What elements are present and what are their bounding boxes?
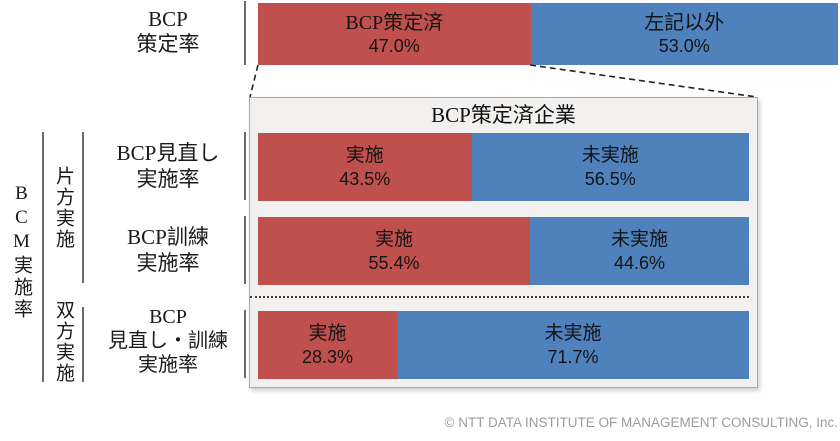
segment-value: 55.4% — [368, 253, 420, 273]
axis-line-bar-both — [244, 310, 246, 378]
panel-title: BCP策定済企業 — [431, 103, 576, 127]
segment-value: 53.0% — [658, 36, 710, 56]
dotted-section-divider — [250, 296, 749, 298]
segment-implemented: 実施 43.5% — [258, 133, 472, 201]
bcp-established-companies-panel: BCP策定済企業 実施 43.5% 未実施 56.5% 実施 55.4% 未実施… — [249, 97, 758, 388]
segment-label: 左記以外 — [644, 12, 725, 34]
funnel-line-right — [529, 64, 758, 98]
axis-line-bar-review — [244, 132, 246, 200]
left-axis-label-bcm-rate: BCM実施率 — [11, 183, 32, 321]
segment-bcp-established: BCP策定済 47.0% — [258, 3, 531, 65]
row-label-bcp-formulation-rate: BCP 策定率 — [98, 7, 238, 57]
section-label-both-sides: 双方実施 — [53, 300, 74, 384]
row-label-bcp-training-rate: BCP訓練 実施率 — [88, 224, 248, 276]
segment-label: 実施 — [374, 229, 413, 250]
row-label-line: BCP訓練 — [127, 225, 209, 249]
segment-not-implemented: 未実施 71.7% — [396, 311, 749, 379]
copyright-text: © NTT DATA INSTITUTE OF MANAGEMENT CONSU… — [444, 415, 838, 430]
axis-line-top-bar — [244, 1, 246, 65]
row-label-line: BCP見直し — [116, 141, 220, 165]
segment-label: BCP策定済 — [345, 12, 444, 34]
segment-label: 未実施 — [610, 229, 668, 250]
row-label-line: BCP — [148, 7, 188, 31]
row-label-line: BCP — [149, 306, 187, 328]
bar-bcp-review-rate: 実施 43.5% 未実施 56.5% — [258, 133, 749, 201]
separator-line-both-sides-group — [82, 307, 84, 382]
row-label-line: 見直し・訓練 — [108, 330, 228, 352]
segment-value: 43.5% — [339, 169, 391, 189]
section-label-one-side: 片方実施 — [53, 166, 74, 250]
row-label-bcp-review-and-training-rate: BCP 見直し・訓練 実施率 — [88, 305, 248, 377]
segment-label: 実施 — [345, 145, 384, 166]
segment-other-than-left: 左記以外 53.0% — [530, 3, 838, 65]
axis-line-bar-training — [244, 216, 246, 284]
segment-implemented: 実施 28.3% — [258, 311, 397, 379]
row-label-line: 実施率 — [136, 251, 200, 275]
separator-line-one-side-group — [82, 132, 84, 283]
segment-value: 56.5% — [584, 169, 636, 189]
segment-value: 47.0% — [368, 36, 420, 56]
segment-label: 実施 — [308, 323, 347, 344]
segment-implemented: 実施 55.4% — [258, 217, 530, 285]
bar-bcp-training-rate: 実施 55.4% 未実施 44.6% — [258, 217, 749, 285]
row-label-line: 実施率 — [138, 354, 198, 376]
segment-value: 71.7% — [547, 347, 599, 367]
segment-label: 未実施 — [581, 145, 639, 166]
segment-not-implemented: 未実施 56.5% — [471, 133, 749, 201]
bar-bcp-formulation-rate: BCP策定済 47.0% 左記以外 53.0% — [258, 3, 838, 65]
segment-value: 28.3% — [301, 347, 353, 367]
row-label-bcp-review-rate: BCP見直し 実施率 — [88, 140, 248, 192]
segment-value: 44.6% — [613, 253, 666, 273]
separator-line-bcm-group — [42, 132, 44, 382]
row-label-line: 策定率 — [136, 32, 200, 56]
funnel-line-left — [249, 64, 259, 98]
bar-bcp-review-and-training-rate: 実施 28.3% 未実施 71.7% — [258, 311, 749, 379]
segment-label: 未実施 — [544, 323, 602, 344]
row-label-line: 実施率 — [136, 167, 200, 191]
segment-not-implemented: 未実施 44.6% — [530, 217, 749, 285]
